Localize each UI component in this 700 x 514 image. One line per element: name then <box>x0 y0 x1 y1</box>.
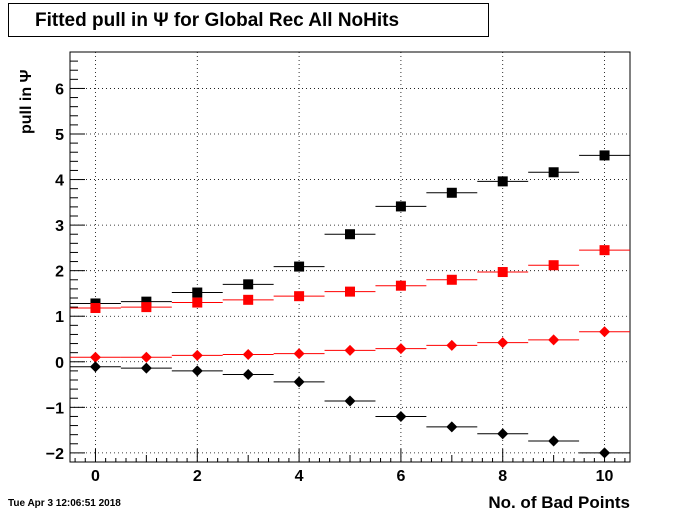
x-tick-label: 10 <box>596 468 614 485</box>
y-tick-label: 5 <box>55 127 64 144</box>
plot-frame <box>69 51 631 463</box>
y-tick-label: −1 <box>46 400 64 417</box>
chart-title: Fitted pull in Ψ for Global Rec All NoHi… <box>35 10 400 31</box>
data-point-square <box>243 294 254 305</box>
x-tick-label: 6 <box>396 468 405 485</box>
y-tick-label: 1 <box>55 309 64 326</box>
data-point-diamond <box>191 349 203 361</box>
timestamp: Tue Apr 3 12:06:51 2018 <box>8 498 121 509</box>
data-point-diamond <box>293 376 305 388</box>
data-point-diamond <box>344 344 356 356</box>
data-point-square <box>446 274 457 285</box>
data-point-square <box>192 287 203 298</box>
data-point-diamond <box>599 447 611 459</box>
chart-title-box: Fitted pull in Ψ for Global Rec All NoHi… <box>8 3 489 37</box>
data-point-diamond <box>242 369 254 381</box>
x-tick-label: 0 <box>91 468 100 485</box>
data-point-diamond <box>191 365 203 377</box>
data-point-square <box>243 279 254 290</box>
data-point-square <box>395 280 406 291</box>
y-tick-label: 0 <box>55 355 64 372</box>
y-tick-label: 3 <box>55 218 64 235</box>
y-tick-label: 6 <box>55 81 64 98</box>
y-tick-label: 4 <box>55 173 64 190</box>
data-point-square <box>141 296 152 307</box>
data-point-diamond <box>497 337 509 349</box>
y-tick-label: 2 <box>55 264 64 281</box>
data-point-diamond <box>140 362 152 374</box>
x-tick-label: 2 <box>193 468 202 485</box>
data-point-diamond <box>395 410 407 422</box>
data-point-diamond <box>599 326 611 338</box>
data-point-diamond <box>395 343 407 355</box>
x-tick-label: 8 <box>498 468 507 485</box>
data-point-square <box>599 150 610 161</box>
data-point-square <box>141 302 152 313</box>
data-point-diamond <box>497 428 509 440</box>
data-point-square <box>192 297 203 308</box>
y-axis-label: pull in Ψ <box>18 69 35 135</box>
data-point-square <box>548 260 559 271</box>
data-point-diamond <box>89 351 101 363</box>
data-point-square <box>90 303 101 314</box>
data-point-diamond <box>446 339 458 351</box>
data-point-diamond <box>242 348 254 360</box>
data-point-diamond <box>140 351 152 363</box>
data-point-square <box>345 229 355 240</box>
y-tick-label: −2 <box>46 446 64 463</box>
data-point-square <box>395 201 406 212</box>
data-point-diamond <box>446 421 458 433</box>
data-point-diamond <box>548 435 560 447</box>
data-point-square <box>345 286 355 297</box>
data-point-diamond <box>293 348 305 360</box>
data-point-square <box>294 291 305 302</box>
data-point-square <box>294 261 305 272</box>
data-point-square <box>497 176 508 187</box>
data-point-square <box>548 167 559 178</box>
data-point-diamond <box>548 334 560 346</box>
data-point-square <box>446 187 457 198</box>
data-point-diamond <box>344 395 356 407</box>
x-tick-label: 4 <box>295 468 304 485</box>
data-point-square <box>599 245 610 256</box>
x-axis-label: No. of Bad Points <box>488 493 630 512</box>
data-point-diamond <box>89 361 101 373</box>
data-point-square <box>497 267 508 278</box>
